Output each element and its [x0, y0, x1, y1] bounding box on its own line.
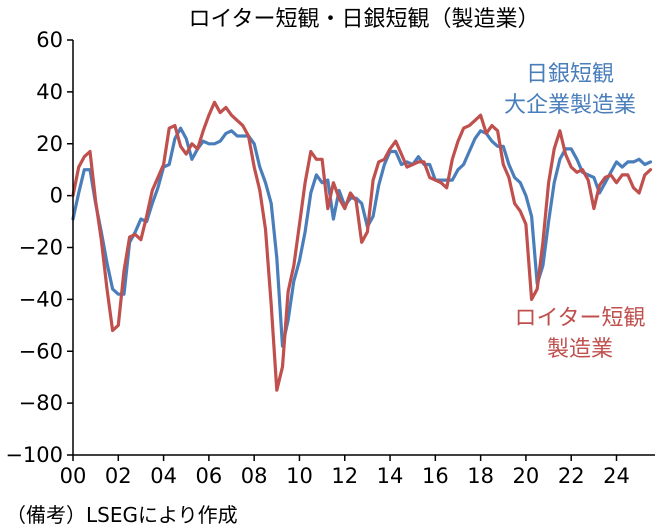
red-series-label-line1: ロイター短観	[514, 306, 645, 331]
x-tick-label: 24	[603, 464, 630, 488]
source-note: （備考）LSEGにより作成	[6, 503, 238, 527]
boj-tankan-series-line	[71, 126, 653, 348]
y-tick-label: −100	[5, 443, 63, 467]
blue-series-label-line1: 日銀短観	[526, 62, 614, 87]
blue-series-label-line2: 大企業製造業	[504, 93, 636, 118]
x-tick-label: 22	[558, 464, 585, 488]
x-tick-label: 06	[196, 464, 223, 488]
y-tick-label: 0	[50, 184, 63, 208]
x-tick-label: 08	[241, 464, 268, 488]
y-tick-label: 40	[36, 80, 63, 104]
y-tick-label: −60	[19, 339, 63, 363]
y-tick-label: −40	[19, 287, 63, 311]
x-tick-label: 10	[286, 464, 313, 488]
x-axis-ticks: 00 02 04 06 08 10 12 14 16 18 20 22 24	[60, 455, 630, 488]
x-tick-label: 16	[422, 464, 449, 488]
y-tick-label: 60	[36, 28, 63, 52]
reuters-tankan-series-line	[71, 100, 653, 392]
x-tick-label: 02	[105, 464, 132, 488]
x-tick-label: 12	[331, 464, 358, 488]
x-tick-label: 18	[467, 464, 494, 488]
red-series-label-line2: 製造業	[547, 337, 613, 362]
chart-title: ロイター短観・日銀短観（製造業）	[188, 7, 539, 32]
x-tick-label: 20	[513, 464, 540, 488]
y-tick-label: −80	[19, 391, 63, 415]
y-axis-ticks: 60 40 20 0 −20 −40 −60 −80 −100	[5, 28, 73, 467]
y-tick-label: 20	[36, 132, 63, 156]
x-tick-label: 04	[150, 464, 177, 488]
x-tick-label: 14	[377, 464, 404, 488]
x-tick-label: 00	[60, 464, 87, 488]
series-lines	[71, 100, 653, 392]
y-tick-label: −20	[19, 236, 63, 260]
